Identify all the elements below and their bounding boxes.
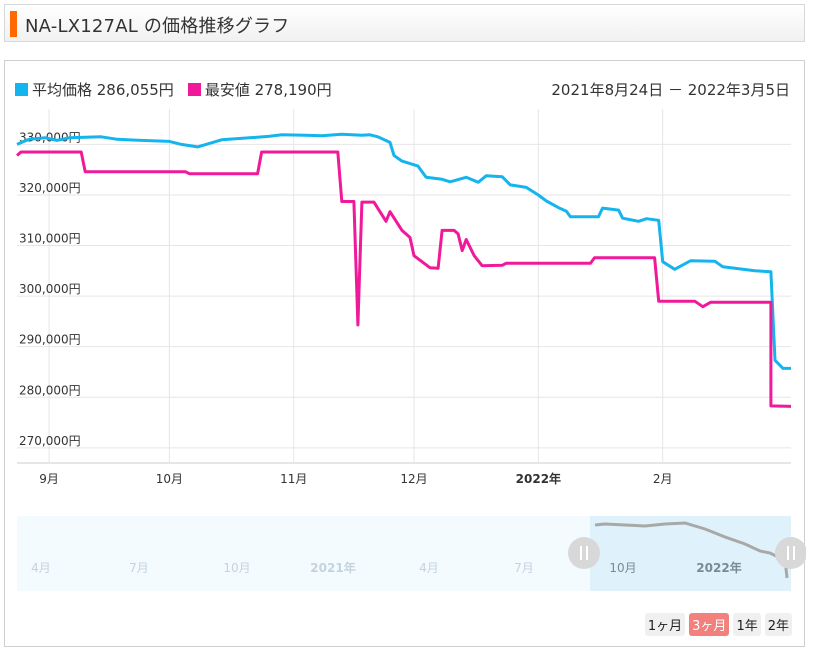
- x-tick-label: 2022年: [516, 471, 561, 486]
- x-tick-label: 2月: [653, 472, 673, 486]
- price-chart: 270,000円 280,000円 290,000円 300,000円 310,000円…: [16, 109, 806, 591]
- page-title: NA-LX127AL の価格推移グラフ: [25, 16, 290, 37]
- navigator-handle-right-icon[interactable]: [775, 537, 806, 569]
- legend-item-avg[interactable]: 平均価格 286,055円: [15, 79, 174, 100]
- y-tick-label: 290,000円: [19, 333, 81, 347]
- period-2y-button[interactable]: 2年: [764, 613, 792, 636]
- period-3m-button[interactable]: 3ヶ月: [689, 613, 730, 636]
- date-range: 2021年8月24日 － 2022年3月5日: [551, 81, 790, 99]
- chart-panel: 平均価格 286,055円 最安値 278,190円 2021年8月24日 － …: [4, 60, 806, 647]
- navigator-label: 7月: [129, 561, 149, 575]
- x-tick-label: 9月: [39, 472, 59, 486]
- period-1m-button[interactable]: 1ヶ月: [644, 613, 686, 636]
- navigator-label: 4月: [31, 561, 51, 575]
- series-lines: [16, 132, 792, 408]
- legend-label-avg: 平均価格 286,055円: [32, 81, 174, 99]
- y-tick-label: 270,000円: [19, 434, 81, 448]
- legend-swatch-min: [187, 83, 201, 96]
- series-line-avg: [16, 132, 791, 370]
- y-tick-label: 280,000円: [19, 383, 81, 397]
- y-tick-label: 320,000円: [19, 181, 81, 195]
- y-axis: 270,000円 280,000円 290,000円 300,000円 310,000円…: [19, 130, 81, 447]
- header-accent-bar: [10, 11, 17, 37]
- legend-swatch-avg: [15, 83, 28, 96]
- legend-item-min[interactable]: 最安値 278,190円: [187, 79, 332, 100]
- x-tick-label: 10月: [156, 472, 183, 486]
- period-1y-button[interactable]: 1年: [733, 613, 761, 636]
- navigator-label: 2021年: [310, 560, 355, 575]
- grid: [17, 109, 791, 464]
- x-tick-label: 12月: [400, 472, 427, 486]
- legend-label-min: 最安値 278,190円: [204, 81, 332, 99]
- navigator-label: 2022年: [696, 560, 741, 575]
- period-selector: 1ヶ月 3ヶ月 1年 2年: [644, 613, 792, 636]
- navigator-label: 7月: [514, 561, 534, 575]
- y-tick-label: 310,000円: [19, 232, 81, 246]
- navigator-handle-left-icon[interactable]: [568, 537, 600, 569]
- navigator-selection[interactable]: [590, 516, 791, 591]
- y-tick-label: 300,000円: [19, 282, 81, 296]
- series-line-min: [16, 150, 792, 408]
- navigator-label: 10月: [223, 561, 250, 575]
- legend: 平均価格 286,055円 最安値 278,190円: [15, 79, 346, 100]
- x-axis: 9月 10月 11月 12月 2022年 2月: [39, 471, 672, 486]
- x-tick-label: 11月: [280, 472, 307, 486]
- navigator-label: 4月: [419, 561, 439, 575]
- navigator-label: 10月: [609, 561, 636, 575]
- page-header: NA-LX127AL の価格推移グラフ: [4, 4, 805, 42]
- range-navigator[interactable]: 4月 7月 10月 2021年 4月 7月 10月 2022年: [17, 516, 806, 591]
